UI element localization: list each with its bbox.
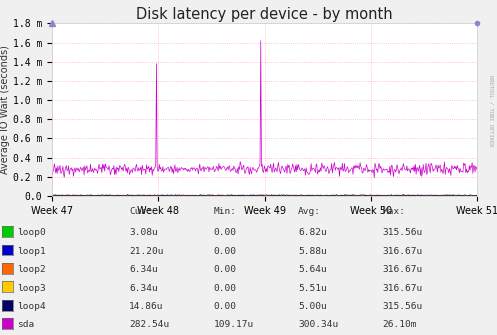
Text: sda: sda [17,321,35,329]
Text: 316.67u: 316.67u [383,284,423,292]
Text: loop4: loop4 [17,302,46,311]
Text: RRDTOOL / TOBI OETIKER: RRDTOOL / TOBI OETIKER [489,75,494,146]
Text: 282.54u: 282.54u [129,321,169,329]
Text: 0.00: 0.00 [214,265,237,274]
Text: 26.10m: 26.10m [383,321,417,329]
Text: 3.08u: 3.08u [129,228,158,237]
Text: loop2: loop2 [17,265,46,274]
Text: 5.00u: 5.00u [298,302,327,311]
Text: 0.00: 0.00 [214,247,237,256]
Text: 0.00: 0.00 [214,228,237,237]
Text: Max:: Max: [383,207,406,216]
Text: Min:: Min: [214,207,237,216]
Text: 21.20u: 21.20u [129,247,164,256]
Text: 300.34u: 300.34u [298,321,338,329]
Text: 6.34u: 6.34u [129,265,158,274]
Text: 5.51u: 5.51u [298,284,327,292]
Text: Avg:: Avg: [298,207,321,216]
Text: loop1: loop1 [17,247,46,256]
Title: Disk latency per device - by month: Disk latency per device - by month [136,7,393,22]
Text: 14.86u: 14.86u [129,302,164,311]
Text: 5.64u: 5.64u [298,265,327,274]
Text: 315.56u: 315.56u [383,302,423,311]
Text: 316.67u: 316.67u [383,247,423,256]
Text: 315.56u: 315.56u [383,228,423,237]
Text: Cur:: Cur: [129,207,152,216]
Y-axis label: Average IO Wait (seconds): Average IO Wait (seconds) [0,45,10,174]
Text: 5.88u: 5.88u [298,247,327,256]
Text: 109.17u: 109.17u [214,321,254,329]
Text: 6.82u: 6.82u [298,228,327,237]
Text: 6.34u: 6.34u [129,284,158,292]
Text: 0.00: 0.00 [214,302,237,311]
Text: 316.67u: 316.67u [383,265,423,274]
Text: loop3: loop3 [17,284,46,292]
Text: loop0: loop0 [17,228,46,237]
Text: 0.00: 0.00 [214,284,237,292]
